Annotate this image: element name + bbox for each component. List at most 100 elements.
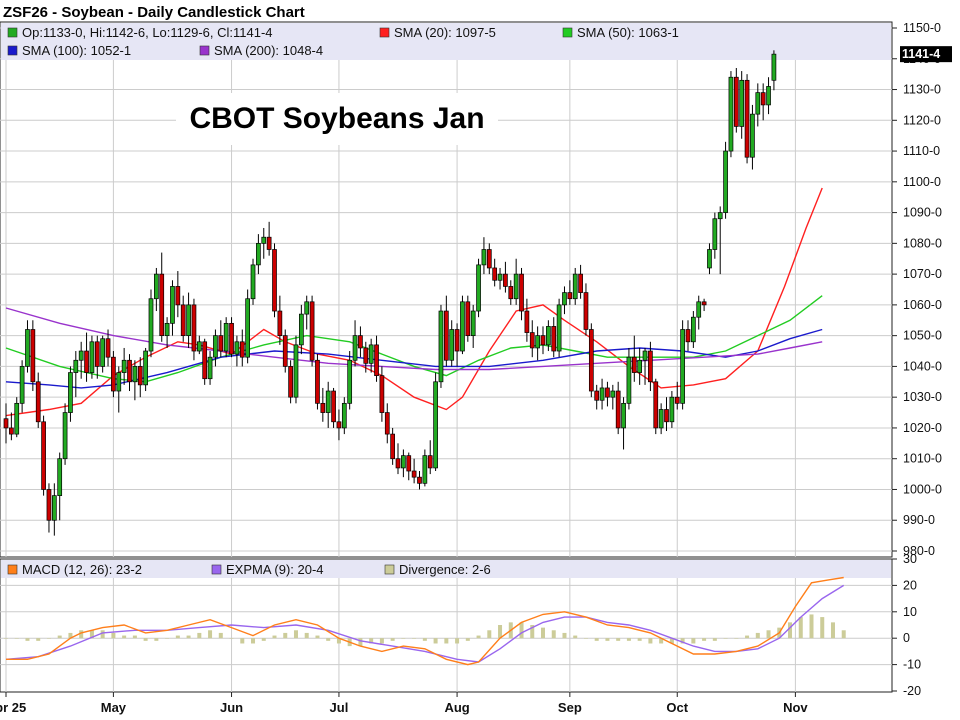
candle (658, 403, 664, 435)
candle-body (111, 356, 116, 392)
candle-body (454, 329, 460, 352)
candle-body (239, 341, 245, 358)
divergence-bar (637, 638, 642, 641)
candle (744, 74, 750, 164)
candle-body (481, 249, 487, 266)
candle-body (486, 249, 492, 269)
candle-body (374, 344, 379, 376)
candle (175, 271, 181, 318)
candle (261, 227, 267, 259)
legend-item: SMA (100): 1052-1 (7, 43, 131, 58)
candle (417, 471, 422, 490)
divergence-bar (261, 638, 266, 641)
last-price-marker: 1141-4 (900, 46, 952, 63)
x-tick-label: Aug (444, 700, 469, 715)
divergence-bar (433, 638, 438, 644)
candle (299, 304, 304, 355)
candle-body (513, 273, 519, 300)
macd-tick-label: 10 (903, 605, 917, 619)
candle (433, 372, 438, 472)
legend-item: SMA (20): 1097-5 (379, 25, 496, 40)
candle (621, 397, 626, 450)
legend-item: SMA (50): 1063-1 (562, 25, 679, 40)
candle (121, 347, 127, 385)
divergence-bar (197, 632, 202, 639)
macd-tick-label: 30 (903, 552, 917, 566)
candle (180, 295, 186, 342)
candle-body (100, 338, 106, 367)
divergence-bar (830, 622, 835, 639)
candle-body (669, 396, 675, 423)
candle-body (51, 495, 57, 521)
candle (626, 347, 632, 410)
candle (57, 452, 63, 521)
price-tick-label: 1000-0 (903, 482, 942, 496)
candle (132, 360, 138, 401)
candle (610, 384, 616, 410)
candle (562, 286, 567, 315)
divergence-bar (541, 627, 545, 639)
divergence-bar (401, 638, 406, 639)
candle (272, 243, 277, 318)
candle-body (476, 264, 481, 312)
divergence-bar (594, 638, 599, 641)
x-tick-label: Nov (783, 700, 808, 715)
candle-body (712, 218, 718, 250)
candle-body (170, 286, 175, 324)
candle (229, 317, 234, 358)
candle (739, 71, 745, 139)
candle-body (615, 390, 621, 429)
candle-body (213, 335, 218, 358)
divergence-bar (25, 638, 30, 641)
legend-label: MACD (12, 26): 23-2 (22, 562, 142, 577)
candle-body (277, 310, 283, 336)
x-tick-label: Jun (220, 700, 243, 715)
candle-body (605, 387, 610, 398)
candle-body (89, 341, 95, 373)
divergence-bar (358, 638, 363, 647)
legend-label: EXPMA (9): 20-4 (226, 562, 324, 577)
price-tick-label: 980-0 (903, 544, 935, 558)
price-tick-label: 990-0 (903, 513, 935, 527)
candle (390, 427, 395, 465)
candle (116, 366, 122, 413)
divergence-bar (89, 630, 94, 639)
candle (648, 341, 653, 392)
divergence-bar (766, 630, 771, 639)
candle-body (707, 249, 712, 269)
candle-body (73, 359, 79, 373)
candle (331, 387, 336, 428)
divergence-bar (100, 630, 105, 639)
candle-body (583, 292, 589, 330)
price-tick-label: 1090-0 (903, 206, 942, 220)
candle-body (728, 76, 734, 152)
candle-body (196, 341, 202, 352)
candle (653, 378, 659, 435)
macd-lines (5, 576, 845, 666)
legend-swatch (7, 45, 18, 56)
candle-body (685, 329, 691, 343)
candle (680, 320, 685, 410)
candle-body (701, 301, 707, 306)
price-tick-label: 1010-0 (903, 452, 942, 466)
candle-body (347, 359, 353, 404)
candle (406, 452, 412, 481)
candle-body (304, 301, 310, 315)
divergence-bar (175, 635, 180, 639)
candle-body (755, 92, 761, 115)
divergence-bar (605, 638, 610, 641)
macd-tick-label: 0 (903, 631, 910, 645)
candle (438, 304, 444, 388)
candle-body (723, 150, 728, 213)
divergence-bar (444, 638, 449, 644)
divergence-histogram (4, 614, 846, 647)
divergence-bar (626, 638, 631, 641)
candle-body (164, 322, 170, 336)
candle-body (229, 322, 234, 355)
divergence-bar (379, 638, 384, 644)
candle-body (35, 381, 41, 423)
candle-body (341, 402, 347, 429)
candle (460, 295, 465, 355)
candle-body (127, 359, 132, 383)
candle-body (680, 329, 685, 404)
